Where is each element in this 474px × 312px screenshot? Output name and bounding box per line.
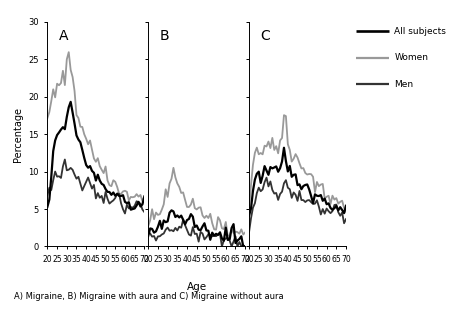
Text: A: A [59, 29, 69, 42]
Y-axis label: Percentage: Percentage [13, 107, 23, 162]
Text: A) Migraine, B) Migraine with aura and C) Migraine without aura: A) Migraine, B) Migraine with aura and C… [14, 292, 284, 301]
Text: Men: Men [394, 80, 413, 89]
Text: All subjects: All subjects [394, 27, 446, 36]
Text: Women: Women [394, 53, 428, 62]
Text: Age: Age [187, 282, 207, 292]
Text: C: C [261, 29, 271, 42]
Text: B: B [160, 29, 170, 42]
